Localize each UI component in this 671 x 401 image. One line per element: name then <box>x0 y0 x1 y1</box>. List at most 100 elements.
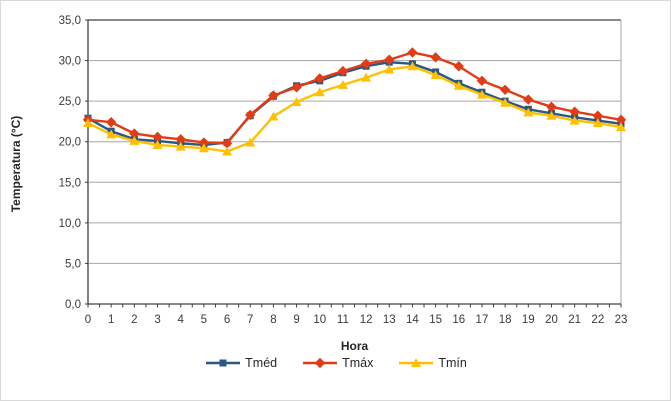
data-point-marker <box>499 84 511 95</box>
data-point-marker <box>152 140 163 149</box>
data-point-marker <box>407 47 418 58</box>
data-point-marker <box>291 97 302 106</box>
x-tick-label: 15 <box>429 314 442 326</box>
x-tick-label: 5 <box>201 314 207 326</box>
x-tick-label: 11 <box>337 314 349 326</box>
data-point-marker <box>245 109 256 121</box>
x-tick-label: 10 <box>313 314 326 326</box>
x-axis-title: Hora <box>340 339 369 353</box>
data-point-marker <box>129 136 140 145</box>
data-point-marker <box>106 129 117 139</box>
data-point-marker <box>546 110 557 120</box>
data-point-marker <box>219 359 227 367</box>
data-point-marker <box>546 101 557 113</box>
data-point-marker <box>221 138 233 149</box>
data-point-marker <box>430 70 441 80</box>
data-point-marker <box>83 118 93 128</box>
tmed-square-marker-icon <box>206 359 241 367</box>
legend-item-tmax: Tmáx <box>303 356 373 370</box>
x-tick-label: 17 <box>476 314 489 326</box>
y-axis-title: Temperatura (°C) <box>9 115 23 213</box>
x-tick-label: 19 <box>522 314 535 326</box>
series-tmín <box>83 61 626 156</box>
data-point-marker <box>384 64 395 74</box>
data-point-marker <box>198 137 210 148</box>
x-tick-label: 1 <box>108 314 114 326</box>
data-point-marker <box>175 141 186 151</box>
data-point-marker <box>523 94 534 105</box>
x-tick-label: 9 <box>293 314 299 326</box>
x-tick-label: 7 <box>247 314 253 326</box>
data-point-marker <box>198 143 209 153</box>
x-tick-label: 20 <box>545 314 558 326</box>
x-tick-label: 2 <box>131 314 137 326</box>
chart-legend: Tméd Tmáx Tmín <box>1 356 670 370</box>
data-point-marker <box>245 137 256 147</box>
data-point-marker <box>268 111 279 121</box>
data-point-marker <box>222 146 233 156</box>
y-tick-label: 10,0 <box>59 218 81 230</box>
data-point-marker <box>616 122 626 132</box>
legend-label-tmin: Tmín <box>438 356 467 370</box>
x-tick-label: 3 <box>154 314 160 326</box>
data-point-marker <box>291 82 302 93</box>
data-point-marker <box>592 110 604 121</box>
x-tick-label: 6 <box>224 314 230 326</box>
data-point-marker <box>314 73 325 84</box>
data-point-marker <box>384 54 395 65</box>
data-point-marker <box>314 87 325 97</box>
data-point-marker <box>361 72 372 82</box>
data-point-marker <box>152 131 163 143</box>
data-point-marker <box>569 106 580 117</box>
data-point-marker <box>500 97 511 107</box>
data-point-marker <box>129 128 140 139</box>
series-line <box>87 60 622 147</box>
data-point-marker <box>453 61 464 72</box>
series-tmáx <box>82 47 627 149</box>
x-tick-label: 22 <box>591 314 604 326</box>
x-tick-label: 23 <box>615 314 628 326</box>
x-tick-label: 18 <box>499 314 512 326</box>
y-tick-label: 35,0 <box>59 15 81 27</box>
x-tick-label: 8 <box>270 314 276 326</box>
y-tick-label: 5,0 <box>65 258 81 270</box>
data-point-marker <box>337 80 348 89</box>
data-point-marker <box>407 61 418 71</box>
data-point-marker <box>430 52 441 63</box>
y-tick-label: 0,0 <box>65 299 81 311</box>
y-tick-label: 15,0 <box>59 177 81 189</box>
legend-item-tmin: Tmín <box>399 356 467 370</box>
y-tick-label: 20,0 <box>59 137 81 149</box>
x-tick-label: 12 <box>360 314 373 326</box>
data-point-marker <box>337 65 349 77</box>
legend-item-tmed: Tméd <box>206 356 277 370</box>
data-point-marker <box>476 75 488 87</box>
x-tick-label: 13 <box>383 314 396 326</box>
tmax-diamond-marker-icon <box>303 357 338 369</box>
data-point-marker <box>105 117 117 128</box>
series-line <box>87 65 622 153</box>
x-tick-label: 21 <box>568 314 581 326</box>
data-point-marker <box>615 114 627 126</box>
data-point-marker <box>360 58 372 70</box>
data-point-marker <box>314 357 326 369</box>
x-tick-label: 4 <box>177 314 184 326</box>
data-point-marker <box>453 80 464 90</box>
data-point-marker <box>175 134 186 145</box>
data-point-marker <box>411 358 422 367</box>
legend-label-tmed: Tméd <box>245 356 278 370</box>
y-tick-label: 30,0 <box>59 56 81 68</box>
x-tick-label: 16 <box>452 314 465 326</box>
x-tick-label: 14 <box>406 314 419 326</box>
legend-label-tmax: Tmáx <box>342 356 374 370</box>
x-tick-label: 0 <box>85 314 91 326</box>
data-point-marker <box>476 89 487 99</box>
tmin-triangle-marker-icon <box>399 358 434 367</box>
series-line <box>87 51 622 145</box>
data-point-marker <box>569 115 580 125</box>
y-tick-label: 25,0 <box>59 96 81 108</box>
data-point-marker <box>268 90 279 101</box>
data-point-marker <box>592 118 603 128</box>
